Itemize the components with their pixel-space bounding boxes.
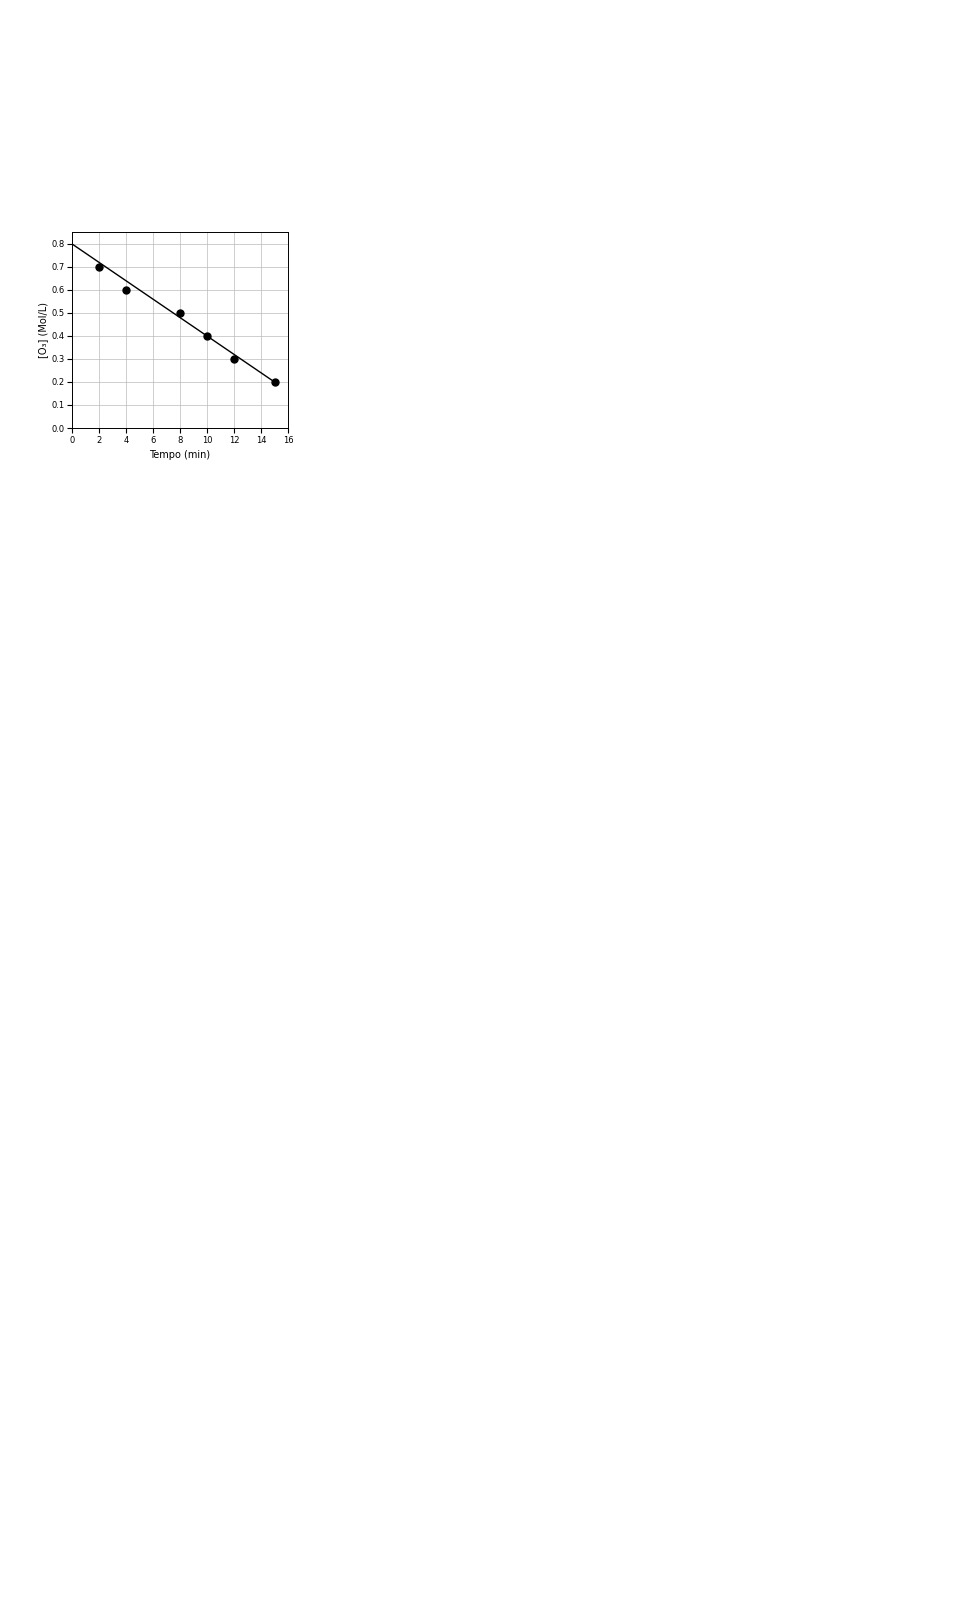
X-axis label: Tempo (min): Tempo (min) (150, 450, 210, 460)
Y-axis label: [O₃] (Mol/L): [O₃] (Mol/L) (38, 303, 48, 357)
